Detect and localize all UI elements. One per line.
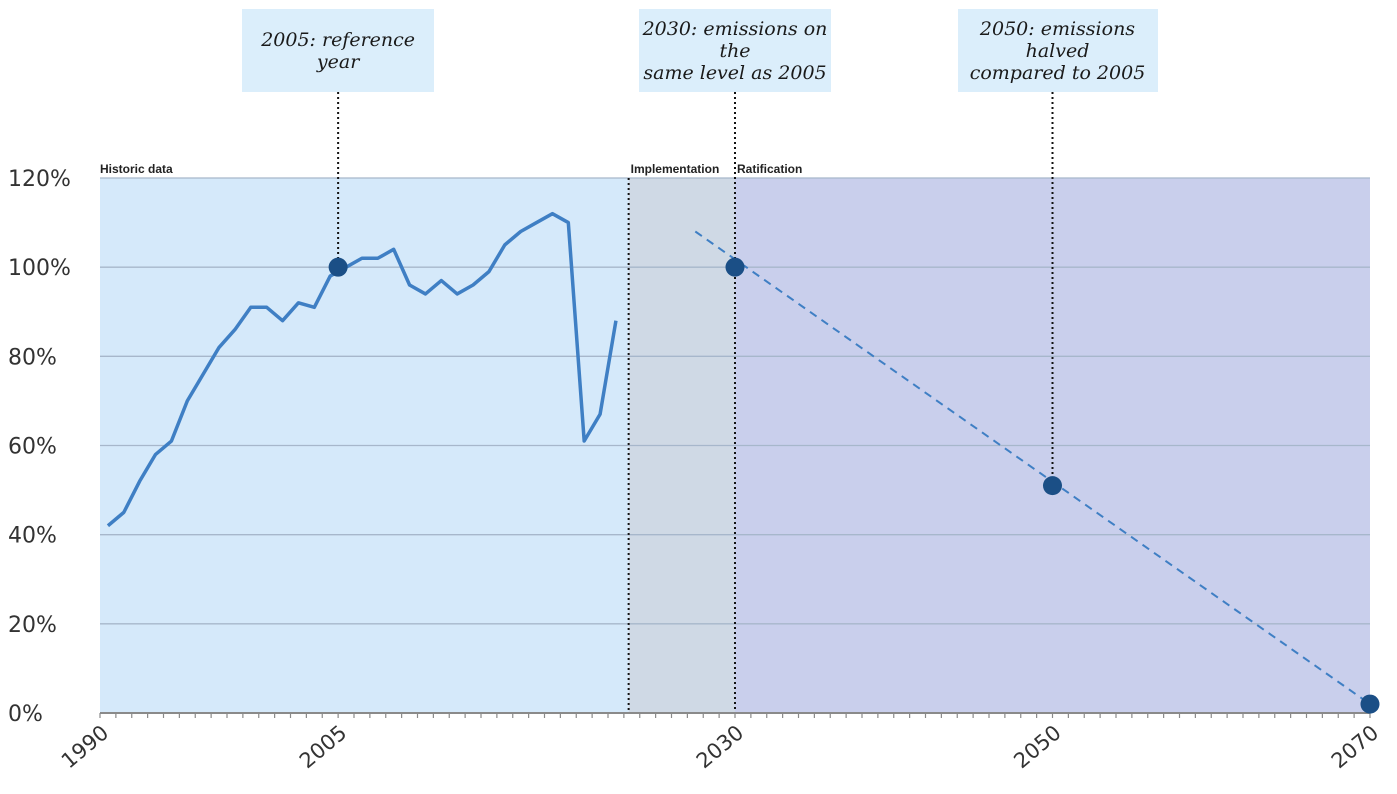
callout-2030: 2030: emissions on the same level as 2005 bbox=[639, 9, 831, 92]
series-group bbox=[106, 211, 1371, 705]
region-labels: Historic data Implementation Ratification bbox=[100, 162, 802, 176]
x-tick-labels: 1990 2005 2030 2050 2070 bbox=[57, 720, 1383, 773]
milestone-markers bbox=[328, 257, 1380, 714]
y-tick-labels: 0% 20% 40% 60% 80% 100% 120% bbox=[8, 167, 71, 727]
callout-text: 2005: reference year bbox=[242, 29, 434, 73]
region-label: Ratification bbox=[737, 162, 802, 176]
historic-line bbox=[106, 211, 618, 528]
callout-line: 2005: reference year bbox=[261, 28, 416, 73]
region-label: Implementation bbox=[631, 162, 720, 176]
callout-line: 2030: emissions on the bbox=[642, 17, 828, 62]
milestone-dot bbox=[725, 257, 745, 277]
callout-line: compared to 2005 bbox=[969, 61, 1146, 84]
milestone-dot bbox=[1360, 694, 1380, 714]
x-tick-label: 2050 bbox=[1009, 720, 1065, 773]
x-tick-label: 2070 bbox=[1327, 720, 1383, 773]
y-tick-label: 0% bbox=[8, 702, 43, 727]
callout-text: 2050: emissions halved compared to 2005 bbox=[958, 18, 1158, 84]
callout-2005: 2005: reference year bbox=[242, 9, 435, 92]
callout-line: 2050: emissions halved bbox=[979, 17, 1136, 62]
projection-line bbox=[694, 230, 1371, 705]
region-dividers bbox=[337, 92, 1054, 713]
callout-line: same level as 2005 bbox=[643, 61, 827, 84]
y-tick-label: 60% bbox=[8, 435, 57, 460]
callout-2050: 2050: emissions halved compared to 2005 bbox=[957, 9, 1158, 92]
y-tick-label: 40% bbox=[8, 524, 57, 549]
milestone-dot bbox=[328, 257, 348, 277]
milestone-dot bbox=[1043, 476, 1062, 496]
y-tick-label: 100% bbox=[8, 256, 71, 281]
y-tick-label: 120% bbox=[8, 167, 71, 192]
x-tick-label: 1990 bbox=[57, 720, 113, 773]
region-label: Historic data bbox=[100, 162, 173, 176]
callout-text: 2030: emissions on the same level as 2005 bbox=[639, 18, 831, 84]
x-tick-label: 2030 bbox=[692, 720, 748, 773]
y-tick-label: 20% bbox=[8, 613, 57, 638]
y-tick-label: 80% bbox=[8, 345, 57, 370]
x-tick-label: 2005 bbox=[295, 720, 351, 773]
axes bbox=[99, 712, 1371, 718]
